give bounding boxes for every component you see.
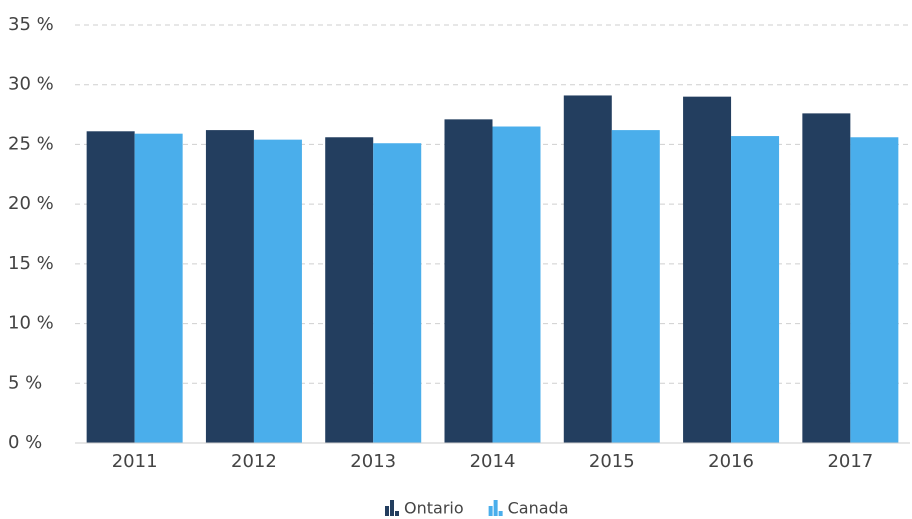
- bar: [86, 131, 135, 443]
- x-tick-label: 2011: [112, 451, 158, 472]
- legend-label: Canada: [508, 499, 569, 518]
- x-tick-label: 2014: [470, 451, 516, 472]
- x-tick-label: 2012: [231, 451, 277, 472]
- legend-icon: [385, 506, 389, 516]
- legend-icon: [493, 500, 498, 516]
- legend-label: Ontario: [404, 499, 464, 518]
- legend-icon: [395, 511, 399, 516]
- legend-icon: [498, 511, 503, 516]
- x-tick-label: 2013: [350, 451, 396, 472]
- y-tick-label: 25 %: [8, 133, 54, 154]
- bar: [134, 133, 183, 443]
- bar: [731, 136, 780, 443]
- bar: [373, 143, 422, 443]
- bar: [253, 139, 302, 443]
- legend-icon: [488, 506, 493, 516]
- bar: [444, 119, 493, 443]
- bar: [492, 126, 541, 443]
- bar: [683, 96, 732, 444]
- y-tick-label: 15 %: [8, 253, 54, 274]
- y-tick-label: 20 %: [8, 193, 54, 214]
- x-tick-label: 2016: [708, 451, 754, 472]
- bar: [802, 113, 851, 444]
- bar: [611, 130, 660, 443]
- legend-icon: [390, 500, 394, 516]
- y-tick-label: 30 %: [8, 74, 54, 95]
- legend-item: Ontario: [385, 499, 464, 518]
- y-tick-label: 35 %: [8, 14, 54, 35]
- y-tick-label: 0 %: [8, 432, 42, 453]
- bar: [205, 130, 254, 443]
- bar: [325, 137, 374, 443]
- y-tick-label: 10 %: [8, 313, 54, 334]
- bar: [563, 95, 612, 443]
- bar: [850, 137, 899, 443]
- legend-item: Canada: [488, 499, 569, 518]
- x-tick-label: 2017: [827, 451, 873, 472]
- legend: Ontario Canada: [385, 499, 569, 518]
- y-tick-label: 5 %: [8, 372, 42, 393]
- x-tick-label: 2015: [589, 451, 635, 472]
